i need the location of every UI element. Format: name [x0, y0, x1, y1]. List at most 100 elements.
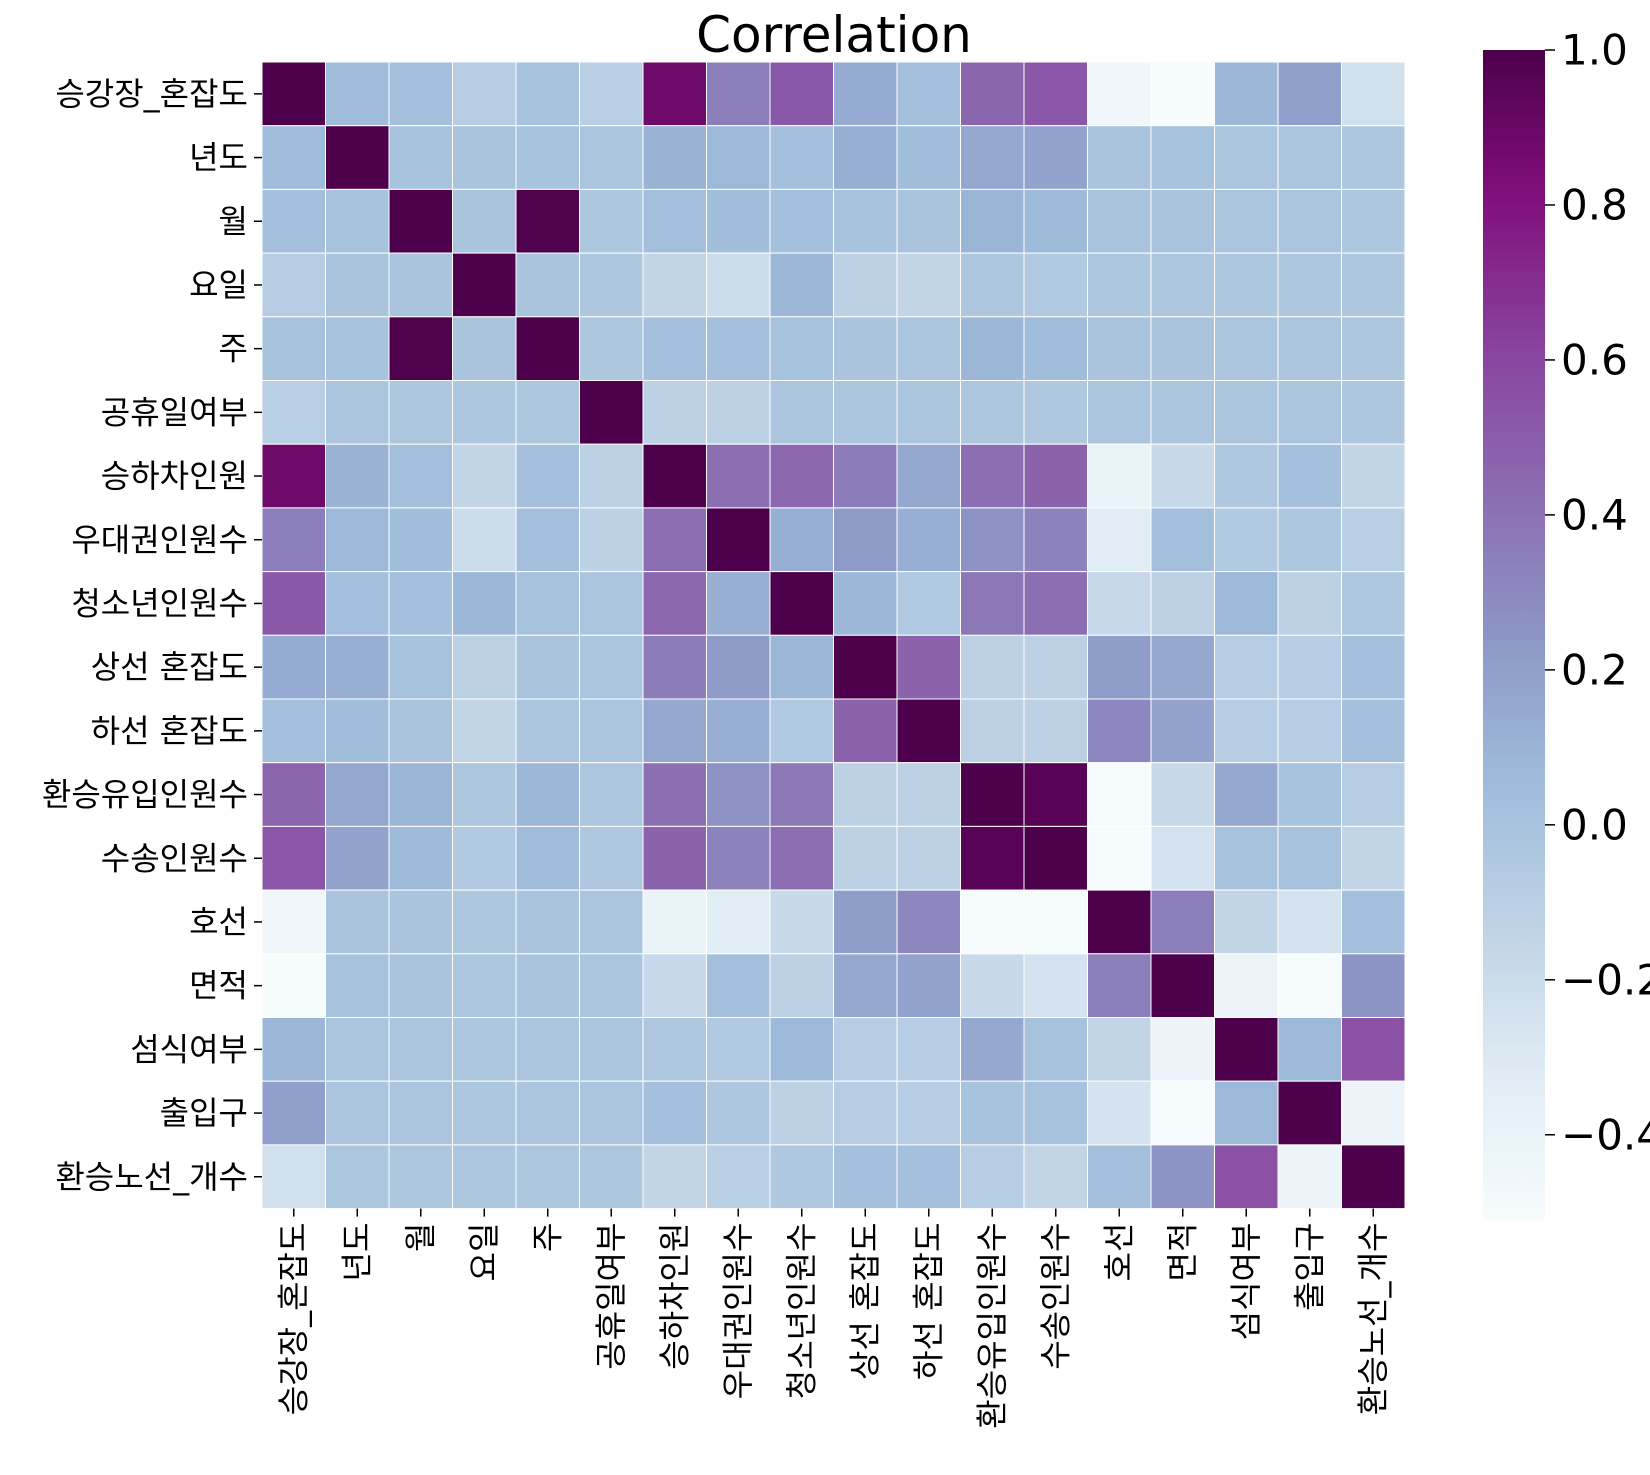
heatmap-cell: [706, 188, 771, 254]
heatmap-cell: [515, 1017, 580, 1082]
heatmap-cell: [769, 698, 834, 764]
heatmap-cell: [261, 316, 326, 381]
row-label: 수송인원수: [101, 839, 248, 877]
heatmap-cell: [1341, 252, 1406, 318]
heatmap-cell: [1277, 1017, 1342, 1082]
heatmap-cell: [1150, 634, 1215, 700]
heatmap-cell: [960, 507, 1025, 573]
heatmap-cell: [769, 380, 834, 445]
heatmap-cell: [261, 953, 326, 1018]
heatmap-cell: [642, 1017, 707, 1082]
heatmap-cell: [833, 889, 898, 955]
heatmap-cell: [579, 825, 644, 891]
heatmap-cell: [769, 1144, 834, 1210]
heatmap-cell: [579, 507, 644, 573]
heatmap-cell: [325, 125, 390, 190]
heatmap-cell: [579, 61, 644, 127]
heatmap-cell: [769, 188, 834, 254]
heatmap-cell: [515, 252, 580, 318]
heatmap-cell: [769, 507, 834, 573]
heatmap-cell: [896, 698, 961, 764]
colorbar-tick-label: −0.4: [1561, 1110, 1650, 1159]
heatmap-cell: [960, 443, 1025, 509]
heatmap-cell: [1023, 1080, 1088, 1146]
heatmap-cell: [515, 1144, 580, 1210]
row-label: 우대권인원수: [71, 521, 248, 559]
heatmap-cell: [579, 762, 644, 827]
heatmap-cell: [1277, 443, 1342, 509]
heatmap-cell: [1277, 762, 1342, 827]
heatmap-cell: [1277, 1080, 1342, 1146]
heatmap-cell: [1023, 825, 1088, 891]
heatmap-cell: [325, 507, 390, 573]
heatmap-cell: [896, 762, 961, 827]
heatmap-cell: [833, 1017, 898, 1082]
heatmap-cell: [1277, 188, 1342, 254]
colorbar: 1.0 0.8 0.6 0.4 0.2 0.0 −0.2 −0.4: [1483, 26, 1650, 1220]
heatmap-cell: [960, 1017, 1025, 1082]
row-label: 출입구: [160, 1094, 248, 1132]
heatmap-cell: [325, 1017, 390, 1082]
heatmap-cell: [452, 762, 517, 827]
heatmap-cell: [706, 316, 771, 381]
heatmap-cell: [325, 571, 390, 636]
heatmap-cell: [706, 252, 771, 318]
heatmap-cell: [388, 571, 453, 636]
heatmap-cell: [642, 380, 707, 445]
heatmap-cell: [579, 380, 644, 445]
heatmap-cell: [896, 443, 961, 509]
heatmap-cell: [1214, 252, 1279, 318]
row-label: 요일: [189, 266, 248, 304]
heatmap-cell: [642, 61, 707, 127]
heatmap-cell: [1023, 698, 1088, 764]
heatmap-cell: [1341, 1017, 1406, 1082]
heatmap-cell: [1341, 953, 1406, 1018]
heatmap-cell: [1150, 125, 1215, 190]
heatmap-cell: [769, 125, 834, 190]
heatmap-cell: [388, 125, 453, 190]
heatmap-cell: [896, 316, 961, 381]
heatmap-cell: [1341, 443, 1406, 509]
heatmap-cell: [1277, 125, 1342, 190]
heatmap-cell: [261, 1017, 326, 1082]
row-label: 년도: [189, 139, 248, 177]
heatmap-cell: [1023, 953, 1088, 1018]
heatmap-cell: [833, 380, 898, 445]
heatmap-cell: [452, 443, 517, 509]
heatmap-cell: [833, 443, 898, 509]
heatmap-cell: [960, 1144, 1025, 1210]
colorbar-tick-label: −0.2: [1561, 955, 1650, 1004]
heatmap-cell: [388, 634, 453, 700]
heatmap-cell: [1150, 61, 1215, 127]
heatmap-cell: [833, 61, 898, 127]
heatmap-cell: [325, 953, 390, 1018]
heatmap-cell: [452, 61, 517, 127]
heatmap-cell: [896, 125, 961, 190]
heatmap-cell: [1277, 634, 1342, 700]
heatmap-cell: [515, 1080, 580, 1146]
heatmap-cell: [388, 1017, 453, 1082]
heatmap-cell: [706, 634, 771, 700]
heatmap-cell: [642, 507, 707, 573]
heatmap-cell: [388, 507, 453, 573]
heatmap-cell: [833, 825, 898, 891]
heatmap-cell: [1214, 953, 1279, 1018]
heatmap-cell: [1150, 698, 1215, 764]
heatmap-cell: [261, 380, 326, 445]
heatmap-cell: [896, 380, 961, 445]
heatmap-cell: [1214, 188, 1279, 254]
heatmap-cell: [1150, 825, 1215, 891]
heatmap-cell: [1087, 316, 1152, 381]
heatmap-cell: [261, 1144, 326, 1210]
heatmap-cell: [1087, 188, 1152, 254]
heatmap-cell: [1214, 380, 1279, 445]
heatmap-cell: [769, 634, 834, 700]
heatmap-cell: [1087, 698, 1152, 764]
heatmap-cell: [261, 762, 326, 827]
column-label: 하선 혼잡도: [910, 1223, 948, 1380]
heatmap-cell: [833, 1144, 898, 1210]
heatmap-cell: [452, 1080, 517, 1146]
heatmap-cell: [579, 316, 644, 381]
heatmap-cell: [642, 125, 707, 190]
heatmap-cell: [1087, 762, 1152, 827]
